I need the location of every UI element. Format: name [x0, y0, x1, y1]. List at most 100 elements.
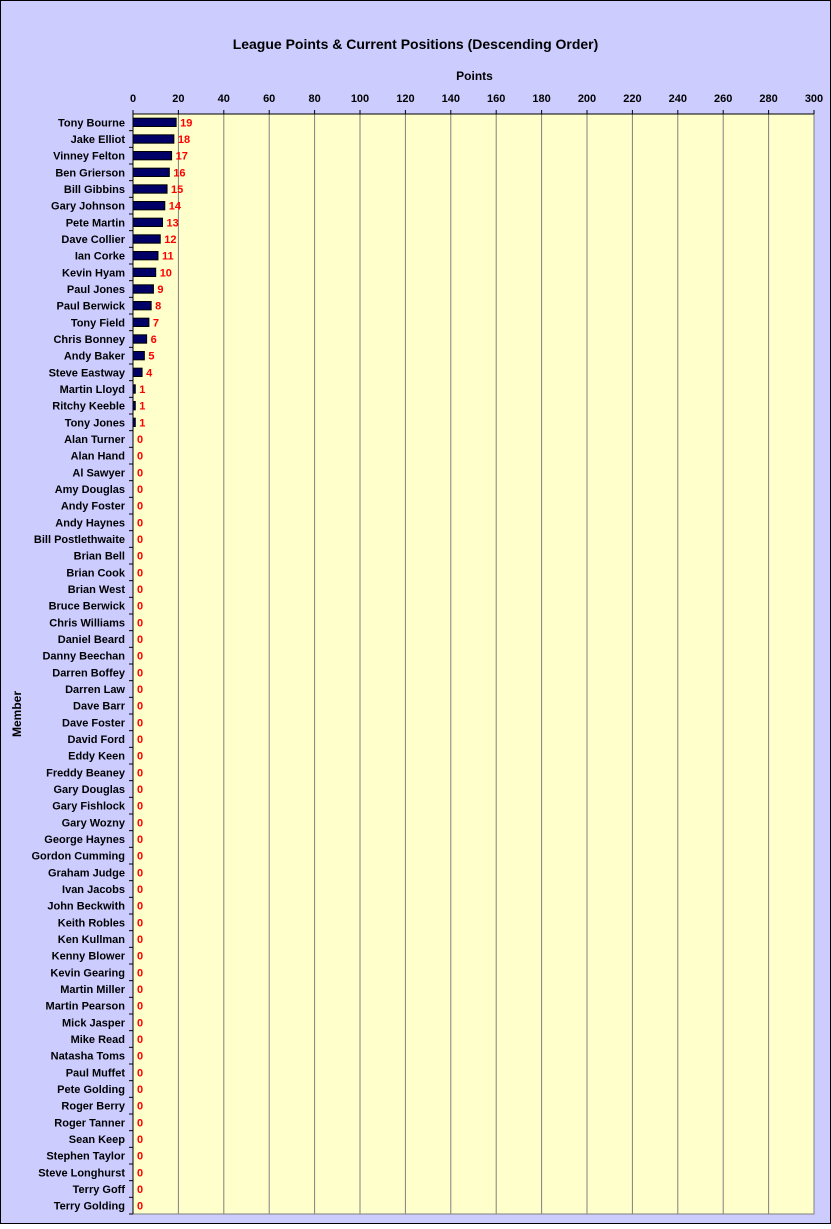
- y-tick-label: Chris Bonney: [53, 334, 125, 346]
- data-label: 0: [137, 1101, 143, 1113]
- data-label: 0: [137, 501, 143, 513]
- y-tick-label: Jake Elliot: [71, 134, 126, 146]
- x-tick-label: 160: [487, 93, 505, 105]
- y-tick-label: Martin Miller: [60, 984, 126, 996]
- data-label: 0: [137, 817, 143, 829]
- y-tick-label: Darren Boffey: [52, 667, 126, 679]
- x-tick-label: 280: [759, 93, 777, 105]
- data-label: 0: [137, 984, 143, 996]
- y-tick-label: Paul Jones: [67, 284, 125, 296]
- y-tick-label: Martin Pearson: [46, 1001, 126, 1013]
- bar: [132, 167, 170, 178]
- y-tick-label: Natasha Toms: [51, 1051, 125, 1063]
- y-tick-label: Tony Jones: [65, 417, 125, 429]
- y-tick-label: Andy Foster: [61, 501, 126, 513]
- y-tick-label: Eddy Keen: [68, 751, 125, 763]
- x-tick-label: 60: [263, 93, 275, 105]
- y-tick-label: Alan Hand: [71, 451, 125, 463]
- data-label: 0: [137, 651, 143, 663]
- y-tick-label: Andy Haynes: [55, 517, 125, 529]
- y-tick-label: Amy Douglas: [55, 484, 125, 496]
- data-label: 0: [137, 484, 143, 496]
- data-label: 0: [137, 434, 143, 446]
- data-label: 8: [155, 301, 161, 313]
- data-label: 11: [162, 251, 174, 263]
- data-label: 0: [137, 1001, 143, 1013]
- y-tick-label: Pete Martin: [66, 217, 126, 229]
- data-label: 0: [137, 584, 143, 596]
- data-label: 0: [137, 834, 143, 846]
- y-tick-label: Ken Kullman: [58, 934, 126, 946]
- data-label: 0: [137, 634, 143, 646]
- y-tick-label: Brian West: [68, 584, 126, 596]
- data-label: 0: [137, 784, 143, 796]
- y-tick-label: Mick Jasper: [62, 1017, 126, 1029]
- y-tick-label: Ivan Jacobs: [62, 884, 125, 896]
- data-label: 9: [157, 284, 163, 296]
- data-label: 1: [139, 417, 145, 429]
- data-label: 0: [137, 617, 143, 629]
- data-label: 0: [137, 967, 143, 979]
- y-tick-label: Steve Longhurst: [38, 1167, 125, 1179]
- y-tick-label: Tony Field: [71, 317, 125, 329]
- y-tick-label: Dave Foster: [62, 717, 126, 729]
- bar: [132, 251, 159, 261]
- x-tick-label: 120: [396, 93, 414, 105]
- x-tick-label: 40: [218, 93, 230, 105]
- bar: [132, 184, 168, 194]
- bar: [132, 234, 161, 244]
- y-tick-label: Sean Keep: [69, 1134, 126, 1146]
- data-label: 0: [137, 851, 143, 863]
- data-label: 0: [137, 1067, 143, 1079]
- bar: [132, 301, 152, 311]
- y-tick-label: Ritchy Keeble: [52, 401, 125, 413]
- y-tick-label: Al Sawyer: [72, 467, 125, 479]
- y-tick-label: Kevin Gearing: [50, 967, 125, 979]
- bar: [132, 401, 136, 411]
- y-tick-label: Gary Wozny: [62, 817, 126, 829]
- bar: [132, 334, 148, 344]
- data-label: 0: [137, 667, 143, 679]
- y-tick-label: Bill Gibbins: [64, 184, 125, 196]
- data-label: 0: [137, 1134, 143, 1146]
- y-tick-label: Roger Berry: [61, 1101, 125, 1113]
- bar: [132, 384, 136, 394]
- data-label: 0: [137, 1017, 143, 1029]
- y-tick-label: Brian Cook: [66, 567, 126, 579]
- y-tick-label: Bill Postlethwaite: [34, 534, 125, 546]
- data-label: 0: [137, 1201, 143, 1213]
- y-tick-label: Tony Bourne: [58, 117, 125, 129]
- y-tick-label: John Beckwith: [47, 901, 125, 913]
- data-label: 0: [137, 551, 143, 563]
- data-label: 0: [137, 734, 143, 746]
- data-label: 0: [137, 884, 143, 896]
- y-tick-label: George Haynes: [44, 834, 125, 846]
- bar: [132, 317, 150, 327]
- data-label: 0: [137, 1167, 143, 1179]
- y-tick-label: Chris Williams: [49, 617, 125, 629]
- x-tick-label: 240: [669, 93, 687, 105]
- data-label: 5: [148, 351, 154, 363]
- data-label: 0: [137, 534, 143, 546]
- y-tick-label: Dave Collier: [61, 234, 125, 246]
- bar: [132, 151, 173, 161]
- data-label: 0: [137, 1184, 143, 1196]
- data-label: 0: [137, 801, 143, 813]
- y-tick-label: Steve Eastway: [49, 367, 126, 379]
- bar: [132, 117, 177, 127]
- data-label: 0: [137, 717, 143, 729]
- data-label: 0: [137, 751, 143, 763]
- y-tick-label: Paul Muffet: [66, 1067, 126, 1079]
- bar: [132, 367, 143, 377]
- y-tick-label: Martin Lloyd: [60, 384, 125, 396]
- y-tick-label: Freddy Beaney: [46, 767, 126, 779]
- y-tick-label: Mike Read: [71, 1034, 125, 1046]
- y-tick-label: Gordon Cumming: [32, 851, 126, 863]
- data-label: 6: [151, 334, 157, 346]
- bar: [132, 217, 164, 228]
- y-tick-label: Darren Law: [65, 684, 125, 696]
- y-tick-label: Terry Goff: [73, 1184, 126, 1196]
- data-label: 0: [137, 601, 143, 613]
- y-tick-label: Paul Berwick: [57, 301, 126, 313]
